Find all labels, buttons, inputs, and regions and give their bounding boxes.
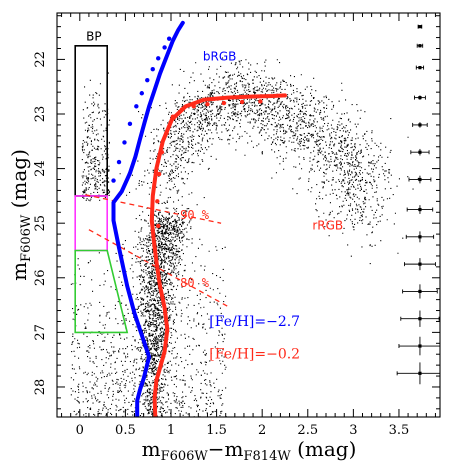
annotations: BP bRGB rRGB 90 % 80 % [Fe/H]=−2.7 [Fe/H]=−0.2 — [86, 29, 343, 362]
error-bar — [414, 95, 426, 100]
y-axis-title: mF606W (mag) — [7, 149, 34, 281]
red-fiducial-point — [221, 100, 227, 106]
red-fiducial-point — [258, 99, 263, 104]
y-tick-label: 23 — [33, 106, 48, 123]
axis-ticks — [57, 13, 440, 417]
annotation-label: [Fe/H]=−2.7 — [209, 314, 300, 330]
y-tick-label: 25 — [33, 215, 48, 232]
x-tick-label: 0 — [76, 423, 84, 438]
isochrone-line-1 — [149, 93, 287, 417]
annotation-label: rRGB — [312, 219, 343, 233]
error-bar — [398, 336, 440, 356]
selection-region-2 — [74, 249, 129, 334]
annotation-label: [Fe/H]=−0.2 — [209, 347, 300, 363]
selection-region-1 — [74, 195, 108, 252]
fiducial-dots — [111, 36, 263, 229]
error-bar — [417, 24, 423, 29]
error-bar — [402, 284, 438, 299]
blue-fiducial-point — [145, 77, 150, 83]
y-tick-labels: 22 23 24 25 26 27 28 — [33, 51, 48, 395]
red-fiducial-point — [239, 99, 245, 105]
y-tick-label: 28 — [33, 379, 48, 396]
error-bar — [412, 122, 428, 128]
x-axis-title: mF606W−mF814W (mag) — [142, 437, 357, 463]
error-bar — [415, 65, 425, 70]
error-bars — [396, 24, 440, 385]
error-bar — [403, 258, 436, 271]
x-tick-labels: 0 0.5 1 1.5 2 2.5 3 3.5 — [76, 423, 410, 438]
blue-fiducial-point — [116, 159, 122, 165]
red-fiducial-point — [155, 199, 160, 204]
red-fiducial-point — [205, 101, 210, 107]
star-points — [70, 57, 419, 417]
blue-fiducial-point — [156, 56, 161, 61]
blue-fiducial-point — [134, 104, 139, 109]
error-bar — [408, 175, 432, 184]
annotation-label: bRGB — [203, 49, 237, 63]
blue-fiducial-point — [111, 178, 116, 183]
annotation-label: 90 % — [180, 208, 210, 222]
error-bar — [400, 310, 440, 327]
error-bar — [410, 148, 430, 156]
x-tick-label: 2 — [258, 423, 266, 438]
y-tick-label: 26 — [33, 270, 48, 287]
plot-frame — [56, 12, 441, 418]
annotation-label: 80 % — [180, 276, 210, 290]
x-tick-label: 0.5 — [115, 423, 136, 438]
annotation-label: BP — [86, 29, 101, 43]
isochrones — [111, 20, 287, 417]
error-bar — [405, 231, 435, 243]
blue-fiducial-point — [162, 45, 167, 50]
star-point-cloud — [70, 57, 419, 417]
blue-fiducial-point — [150, 67, 155, 72]
error-bar — [406, 205, 434, 214]
selection-regions — [74, 44, 129, 334]
error-bar — [416, 43, 424, 48]
x-tick-label: 1.5 — [206, 423, 227, 438]
blue-fiducial-point — [139, 91, 145, 96]
blue-fiducial-point — [122, 140, 127, 145]
blue-fiducial-point — [127, 121, 133, 127]
x-tick-label: 1 — [167, 423, 175, 438]
selection-region-0 — [74, 44, 108, 197]
red-fiducial-point — [156, 171, 162, 177]
y-tick-label: 22 — [33, 51, 48, 68]
x-tick-label: 3 — [349, 423, 357, 438]
x-tick-label: 3.5 — [389, 423, 410, 438]
y-tick-label: 27 — [33, 324, 48, 341]
x-tick-label: 2.5 — [297, 423, 318, 438]
isochrone-line-0 — [111, 20, 185, 417]
red-fiducial-point — [156, 223, 161, 229]
y-tick-label: 24 — [33, 160, 48, 177]
blue-fiducial-point — [166, 36, 172, 41]
error-bar — [396, 362, 440, 385]
